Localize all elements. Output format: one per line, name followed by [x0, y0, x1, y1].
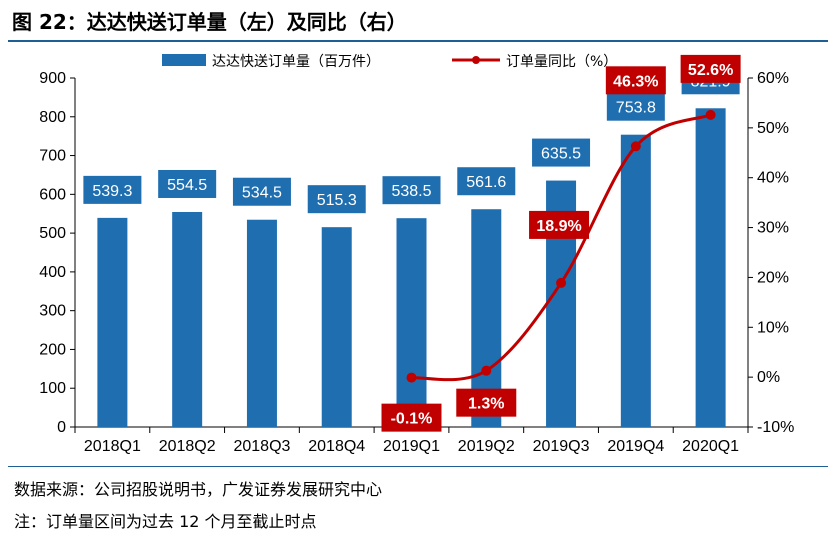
- legend-bar-label: 达达快送订单量（百万件）: [212, 54, 380, 70]
- y-right-tick-label: 50%: [757, 120, 789, 137]
- y-right-tick-label: 20%: [757, 269, 789, 286]
- legend-line-marker: [472, 56, 480, 64]
- bar: [396, 218, 427, 427]
- y-left-tick-label: 700: [39, 148, 66, 165]
- legend-bar-swatch: [162, 54, 206, 66]
- line-series: -0.1% 1.3% 18.9% 46.3% 52.6%: [381, 54, 741, 432]
- yoy-data-label: -0.1%: [391, 411, 433, 428]
- y-right-tick-label: 60%: [757, 70, 789, 87]
- yoy-data-label: 52.6%: [688, 62, 733, 79]
- y-left-tick-label: 400: [39, 264, 66, 281]
- yoy-marker: [630, 141, 641, 152]
- bar: [172, 211, 203, 427]
- y-right-tick-label: 30%: [757, 220, 789, 237]
- y-right-tick-label: -10%: [757, 419, 794, 436]
- legend: 达达快送订单量（百万件） 订单量同比（%）: [162, 54, 617, 70]
- bar: [321, 227, 352, 427]
- bar: [246, 219, 277, 427]
- yoy-marker: [705, 109, 716, 120]
- bar-label-box: [232, 177, 291, 206]
- x-tick-label: 2019Q2: [458, 438, 515, 455]
- x-tick-label: 2020Q1: [682, 438, 739, 455]
- yoy-line: [411, 113, 712, 382]
- yoy-label-box: [381, 403, 442, 432]
- bar-data-label: 635.5: [541, 146, 581, 163]
- y-left-tick-label: 0: [57, 419, 66, 436]
- y-left-tick-label: 100: [39, 380, 66, 397]
- bar-data-label: 538.5: [391, 183, 431, 200]
- y-left-tick-label: 300: [39, 303, 66, 320]
- x-tick-label: 2019Q3: [533, 438, 590, 455]
- x-tick-label: 2018Q2: [159, 438, 216, 455]
- x-tick-label: 2018Q4: [308, 438, 365, 455]
- yoy-label-box: [456, 388, 517, 417]
- bar: [695, 108, 726, 427]
- chart-title: 图 22：达达快送订单量（左）及同比（右）: [12, 10, 407, 34]
- y-left-tick-label: 200: [39, 341, 66, 358]
- y-left-tick-label: 500: [39, 225, 66, 242]
- yoy-marker: [481, 365, 492, 376]
- source-note: 数据来源：公司招股说明书，广发证券发展研究中心: [14, 480, 383, 499]
- bar-data-label: 534.5: [242, 185, 282, 202]
- bar-label-box: [83, 175, 142, 204]
- yoy-label-box: [605, 66, 666, 95]
- yoy-data-label: 18.9%: [536, 218, 581, 235]
- bar-data-label: 753.8: [616, 100, 656, 117]
- bar-label-box: [307, 185, 366, 214]
- bar-data-label: 515.3: [317, 192, 357, 209]
- bar: [97, 217, 128, 427]
- yoy-marker: [406, 372, 417, 383]
- yoy-marker: [556, 277, 567, 288]
- bar-data-label: 554.5: [167, 177, 207, 194]
- yoy-data-label: 46.3%: [613, 73, 658, 90]
- footnote: 注：订单量区间为过去 12 个月至截止时点: [14, 512, 317, 531]
- title-divider: [8, 40, 828, 42]
- bar-label-box: [457, 167, 516, 196]
- chart-canvas: 达达快送订单量（百万件） 订单量同比（%） 0 100 200 300 400 500 60…: [39, 54, 794, 455]
- bar-label-box: [382, 176, 441, 205]
- y-left-tick-label: 600: [39, 186, 66, 203]
- x-tick-label: 2019Q4: [607, 438, 664, 455]
- bar-data-label: 539.3: [92, 183, 132, 200]
- x-tick-label: 2018Q1: [84, 438, 141, 455]
- legend-line-label: 订单量同比（%）: [506, 54, 617, 70]
- y-right-tick-label: 0%: [757, 369, 780, 386]
- x-tick-label: 2018Q3: [233, 438, 290, 455]
- bar-label-box: [606, 92, 665, 121]
- y-left-tick-label: 800: [39, 109, 66, 126]
- bar-label-box: [158, 169, 217, 198]
- y-right-tick-label: 40%: [757, 170, 789, 187]
- yoy-data-label: 1.3%: [468, 396, 504, 413]
- yoy-label-box: [680, 54, 741, 83]
- axes: 0 100 200 300 400 500 600 700 800 900 -10% 0% 10% 20%…: [39, 70, 794, 455]
- yoy-label-box: [529, 210, 590, 239]
- y-right-tick-label: 10%: [757, 319, 789, 336]
- bar-label-box: [532, 138, 591, 167]
- footer-divider: [8, 466, 828, 467]
- bar: [620, 134, 651, 427]
- y-left-tick-label: 900: [39, 70, 66, 87]
- x-tick-label: 2019Q1: [383, 438, 440, 455]
- bar-data-label: 561.6: [466, 174, 506, 191]
